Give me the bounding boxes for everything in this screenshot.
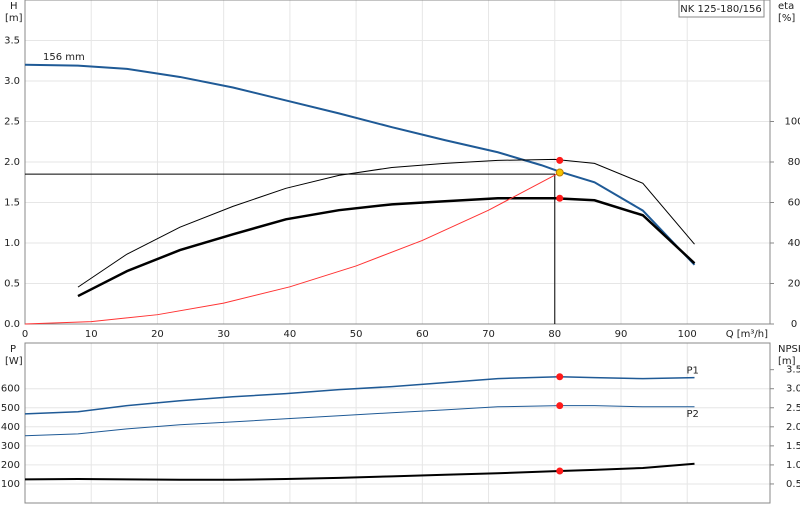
y-tick-label: 0.0 <box>4 319 20 330</box>
y2-axis-label: eta <box>778 1 794 12</box>
y-tick-label: 300 <box>1 441 20 452</box>
plot-frame <box>24 342 771 504</box>
y2-axis-label: NPSH <box>778 344 800 355</box>
y-tick-label: 2.0 <box>4 157 20 168</box>
y-axis-label: H <box>10 1 18 12</box>
x-tick-label: 60 <box>416 329 429 340</box>
x-tick-label: 100 <box>678 329 697 340</box>
y2-tick-label: 3.0 <box>786 384 800 395</box>
plot-frame <box>24 0 771 325</box>
y-axis-unit: [W] <box>5 356 23 367</box>
x-tick-label: 80 <box>548 329 561 340</box>
series-label: P2 <box>687 409 699 420</box>
y-tick-label: 1.5 <box>4 198 20 209</box>
y2-tick-label: 20 <box>788 279 800 290</box>
y-tick-label: 1.0 <box>4 238 20 249</box>
y2-tick-label: 80 <box>788 157 800 168</box>
y-tick-label: 400 <box>1 422 20 433</box>
duty-point <box>556 194 564 202</box>
y2-tick-label: 1.5 <box>786 441 800 452</box>
duty-point <box>556 467 564 475</box>
y2-tick-label: 1.0 <box>786 460 800 471</box>
duty-point <box>555 168 564 177</box>
series-label: P1 <box>687 366 699 377</box>
y-axis-unit: [m] <box>5 13 23 24</box>
x-tick-label: 30 <box>217 329 230 340</box>
y2-tick-label: 100 <box>784 117 800 128</box>
x-tick-label: 10 <box>85 329 98 340</box>
y2-tick-label: 40 <box>788 238 800 249</box>
y-tick-label: 0.5 <box>4 279 20 290</box>
y-tick-label: 100 <box>1 479 20 490</box>
y2-tick-label: 0 <box>791 319 797 330</box>
x-tick-label: 70 <box>482 329 495 340</box>
curve <box>77 196 696 298</box>
curve <box>24 462 695 481</box>
y-tick-label: 2.5 <box>4 117 20 128</box>
curve <box>24 172 560 325</box>
duty-point <box>556 373 564 381</box>
duty-point <box>556 402 564 410</box>
y2-tick-label: 0.5 <box>786 479 800 490</box>
x-tick-label: 40 <box>284 329 297 340</box>
y-tick-label: 200 <box>1 460 20 471</box>
curve <box>77 158 695 288</box>
y2-tick-label: 3.5 <box>786 365 800 376</box>
curve <box>24 405 695 437</box>
y2-axis-unit: [m] <box>778 356 796 367</box>
title-box <box>678 0 765 18</box>
y-tick-label: 600 <box>1 384 20 395</box>
y2-tick-label: 2.5 <box>786 403 800 414</box>
x-tick-label: 90 <box>615 329 628 340</box>
y2-tick-label: 60 <box>788 198 800 209</box>
curve <box>24 63 696 266</box>
x-tick-label: 0 <box>22 329 28 340</box>
series-label: 156 mm <box>43 52 85 63</box>
x-tick-label: 20 <box>151 329 164 340</box>
y-tick-label: 3.0 <box>4 76 20 87</box>
duty-point <box>556 156 564 164</box>
y2-axis-unit: [%] <box>778 13 795 24</box>
curve <box>24 375 695 415</box>
y-axis-label: P <box>10 344 16 355</box>
y-tick-label: 500 <box>1 403 20 414</box>
x-tick-label: 50 <box>350 329 363 340</box>
x-axis-label: Q [m³/h] <box>726 329 768 340</box>
chart-title: NK 125-180/156 <box>680 4 761 15</box>
y2-tick-label: 2.0 <box>786 422 800 433</box>
y-tick-label: 3.5 <box>4 36 20 47</box>
